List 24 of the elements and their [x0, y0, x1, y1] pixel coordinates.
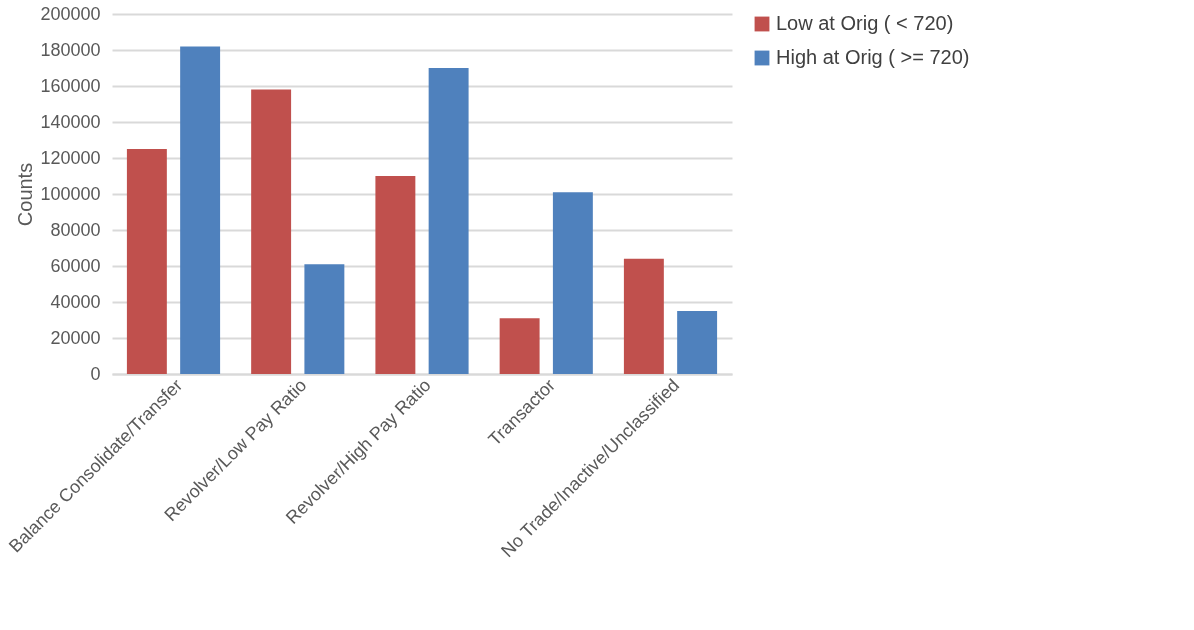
bar: [677, 311, 718, 374]
y-tick-label: 80000: [50, 219, 101, 240]
bar: [428, 68, 469, 374]
legend-label: Low at Orig ( < 720): [776, 12, 954, 34]
y-tick-label: 20000: [50, 327, 101, 348]
y-tick-label: 120000: [40, 147, 101, 168]
y-tick-label: 160000: [40, 75, 101, 96]
y-tick-label: 0: [90, 363, 101, 384]
y-tick-label: 180000: [40, 39, 101, 60]
y-tick-label: 40000: [50, 291, 101, 312]
legend-label: High at Orig ( >= 720): [776, 46, 970, 68]
bar: [180, 46, 221, 374]
y-tick-label: 60000: [50, 255, 101, 276]
y-tick-label: 140000: [40, 111, 101, 132]
bar: [552, 192, 593, 374]
bar: [623, 258, 664, 374]
y-axis-title: Counts: [14, 162, 37, 227]
bar: [251, 89, 292, 374]
bar: [126, 149, 167, 374]
bar: [304, 264, 345, 374]
bar: [499, 318, 540, 374]
y-tick-label: 200000: [40, 3, 101, 24]
bar: [375, 176, 416, 374]
y-tick-label: 100000: [40, 183, 101, 204]
